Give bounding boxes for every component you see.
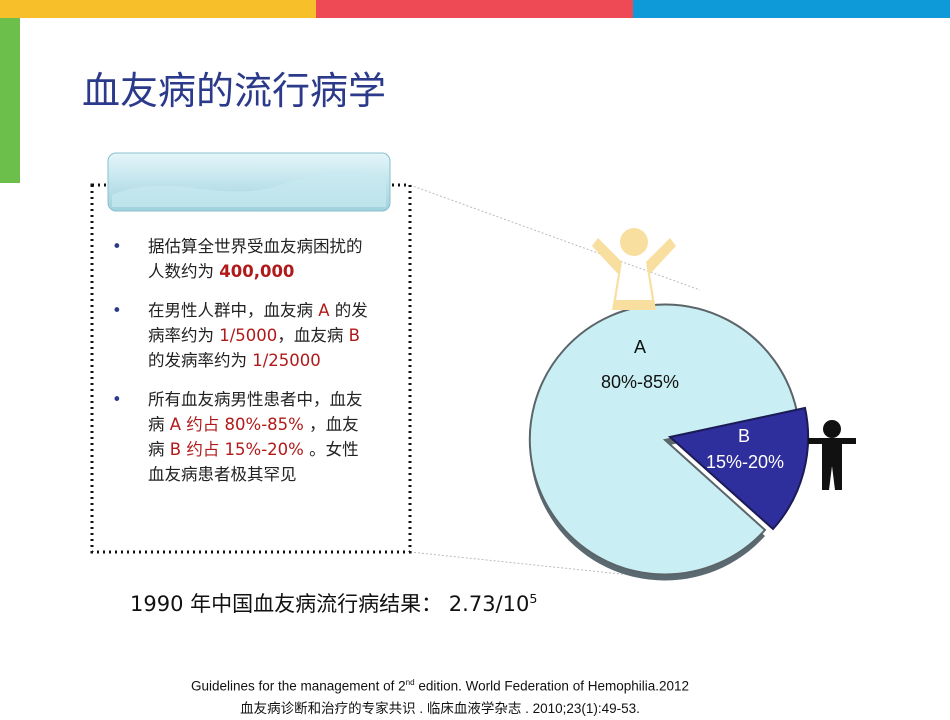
highlight: A (318, 301, 330, 320)
bullet-text: 在男性人群中，血友病 (148, 301, 319, 320)
highlight: B (348, 326, 360, 345)
female-figure (592, 228, 676, 310)
ribbon-wave (112, 170, 386, 207)
top-bar-yellow (0, 0, 316, 18)
highlight: B 约占 15%-20% (169, 440, 304, 459)
superscript: 5 (529, 591, 538, 606)
result-text: 1990 年中国血友病流行病结果： 2.73/10 (130, 592, 530, 616)
connector (409, 184, 701, 291)
ref-text: edition. World Federation of Hemophilia.… (414, 678, 690, 694)
superscript: nd (405, 678, 415, 687)
highlight: 1/25000 (252, 351, 321, 370)
male-figure (808, 420, 856, 490)
pie-label: A (634, 337, 646, 357)
bullet-text: 。女性血友病患者极其罕见 (148, 440, 359, 484)
bullet: 据估算全世界受血友病困扰的人数约为 400,000 (112, 234, 374, 284)
bullet-text: ，血友病 (277, 326, 349, 345)
pie-value: 15%-20% (706, 452, 784, 472)
highlight: A 约占 80%-85% (169, 415, 304, 434)
pie-label: B (738, 426, 750, 446)
top-bar-blue (633, 0, 950, 18)
bullet-text: ，血友病 (148, 415, 359, 459)
side-bar (0, 18, 20, 183)
bullet-text: 据估算全世界受血友病困扰的人数约为 (148, 237, 363, 281)
bullet: 在男性人群中，血友病 A 的发病率约为 1/5000，血友病 B 的发病率约为 … (112, 298, 374, 373)
reference: Guidelines for the management of 2nd edi… (0, 672, 880, 698)
ref-text: Guidelines for the management of 2 (190, 678, 406, 694)
bullet-text: 所有血友病男性患者中，血友病 (148, 390, 363, 434)
bullet: 所有血友病男性患者中，血友病 A 约占 80%-85% ，血友病 B 约占 15… (112, 387, 374, 487)
pie-slice-a (528, 303, 799, 576)
references: Guidelines for the management of 2nd edi… (0, 672, 880, 720)
ref-text: 血友病诊断和治疗的专家共识 . 临床血液学杂志 . 2010;23(1):49-… (240, 700, 640, 716)
pie-slice-b (667, 406, 810, 531)
highlight: 1/5000 (219, 326, 278, 345)
reference: 血友病诊断和治疗的专家共识 . 临床血液学杂志 . 2010;23(1):49-… (0, 698, 880, 720)
bullet-text: 的发病率约为 (148, 351, 253, 370)
pie-value: 80%-85% (601, 372, 679, 392)
bullet-list: 据估算全世界受血友病困扰的人数约为 400,000 在男性人群中，血友病 A 的发… (112, 234, 374, 501)
title: 血友病的流行病学 (82, 69, 387, 113)
connector (409, 551, 641, 577)
highlight: 400,000 (219, 262, 295, 281)
top-bar-red (316, 0, 633, 18)
bullet-text: 的发病率约为 (148, 301, 368, 345)
result: 1990 年中国血友病流行病结果： 2.73/105 (130, 588, 537, 618)
